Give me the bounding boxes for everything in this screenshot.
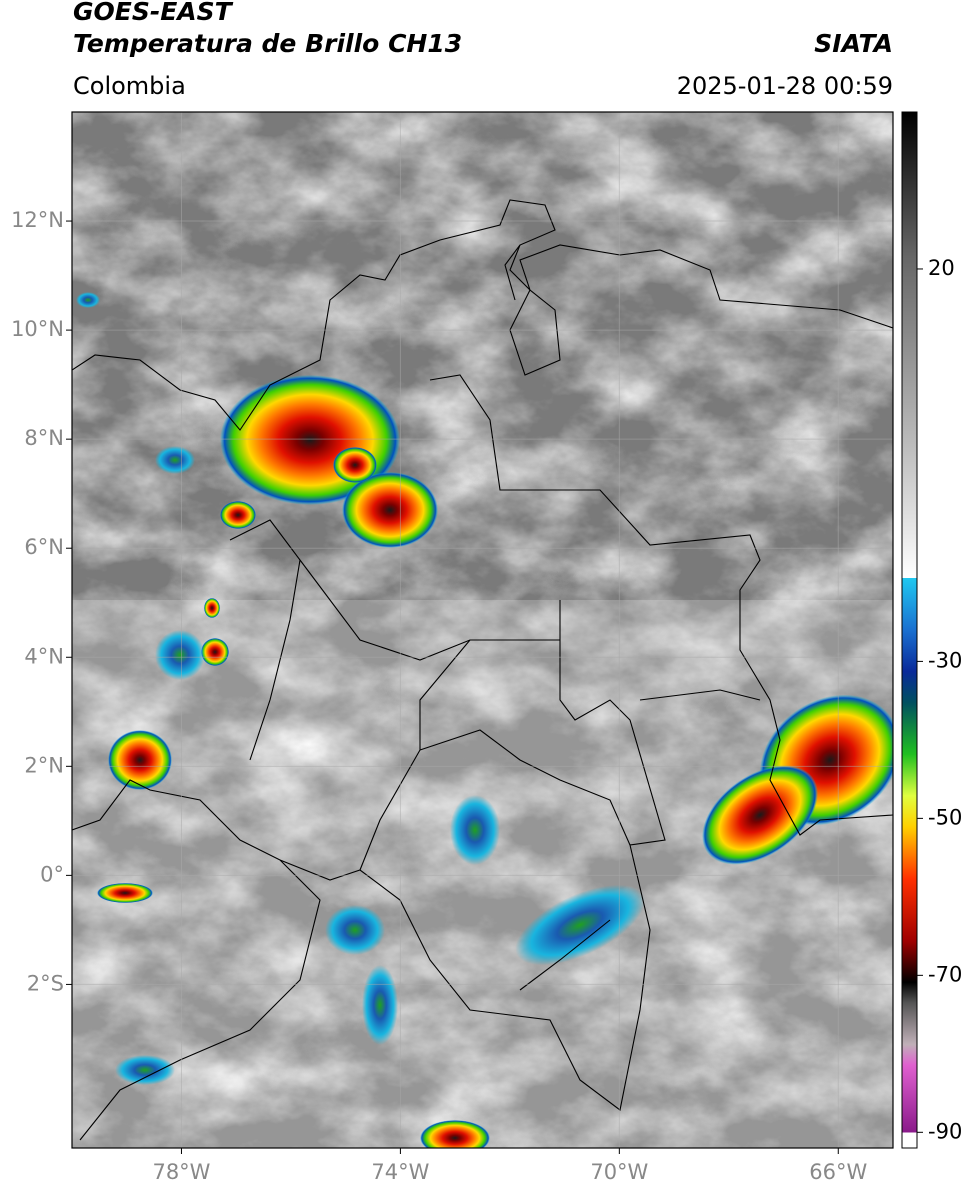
datetime: 2025-01-28 00:59 [677, 72, 893, 100]
x-tick-label: 78°W [152, 1160, 210, 1184]
satellite: GOES-EAST [73, 0, 234, 26]
borders [72, 199, 893, 1141]
y-tick-label: 2°N [24, 753, 64, 777]
colorbar-tick-label: -30 [928, 648, 962, 672]
x-tick-label: 74°W [371, 1160, 429, 1184]
colorbar-tick-label: 20 [928, 256, 955, 280]
cold-clouds [76, 292, 645, 1085]
y-tick-label: 2°S [27, 971, 64, 995]
cloud-texture [72, 112, 893, 1148]
convective-cells [97, 375, 893, 1148]
y-tick-label: 4°N [24, 644, 64, 668]
satellite-image [72, 112, 893, 1148]
graticule [72, 112, 893, 1148]
x-tick-label: 70°W [590, 1160, 648, 1184]
y-tick-label: 12°N [11, 208, 64, 232]
colorbar-tick-label: -70 [928, 962, 962, 986]
y-tick-label: 10°N [11, 317, 64, 341]
x-tick-label: 66°W [809, 1160, 867, 1184]
y-tick-label: 6°N [24, 535, 64, 559]
source: SIATA [814, 29, 893, 58]
map-frame [71, 111, 894, 1149]
colorbar-tick-label: -90 [928, 1119, 962, 1143]
colorbar-tick-label: -50 [928, 805, 962, 829]
product: Temperatura de Brillo CH13 [73, 29, 462, 58]
region: Colombia [73, 72, 186, 100]
colorbar [901, 111, 918, 1149]
y-tick-label: 0° [40, 862, 64, 886]
y-tick-label: 8°N [24, 426, 64, 450]
